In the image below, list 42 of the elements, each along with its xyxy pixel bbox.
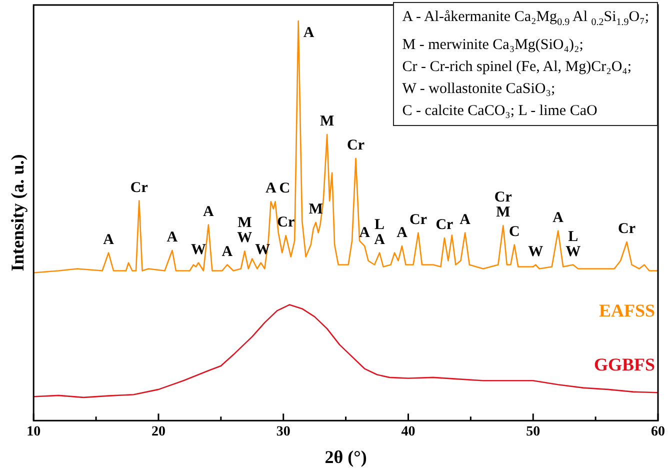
annotation: W - wollastonite CaSiO₃; bbox=[402, 80, 556, 99]
series-label: EAFSS bbox=[598, 300, 655, 321]
x-tick-label: 20 bbox=[151, 424, 166, 440]
annotation: Cr - Cr-rich spinel (Fe, Al, Mg)Cr₂O₄; bbox=[402, 58, 633, 77]
annotation: A bbox=[166, 229, 178, 246]
series-label: GGBFS bbox=[594, 354, 655, 375]
annotation: M bbox=[238, 215, 252, 232]
annotation: L bbox=[374, 216, 385, 233]
annotation: A bbox=[265, 180, 276, 197]
x-axis-title: 2θ (°) bbox=[324, 446, 367, 467]
annotation: A - Al-åkermanite Ca₂Mg$_{0.9}$ Al $_{0.2}$Si$_{1.9}$O₇; bbox=[402, 8, 649, 30]
annotation: A bbox=[396, 224, 408, 241]
annotation: Cr bbox=[618, 220, 636, 237]
annotation: L bbox=[568, 228, 578, 245]
annotation: W bbox=[566, 244, 581, 260]
x-tick-label: 40 bbox=[401, 424, 416, 440]
x-tick-label: 10 bbox=[26, 424, 41, 440]
annotation: A bbox=[222, 244, 233, 260]
annotation: A bbox=[460, 212, 471, 228]
x-tick-label: 30 bbox=[276, 424, 290, 440]
x-tick-label: 50 bbox=[526, 424, 540, 440]
y-axis-title: Intensity (a. u.) bbox=[7, 154, 28, 272]
annotation: C bbox=[279, 180, 290, 197]
annotation: Cr bbox=[130, 180, 148, 196]
annotation: C bbox=[508, 224, 520, 240]
annotation: Cr bbox=[347, 137, 365, 154]
annotation: A bbox=[203, 204, 214, 220]
annotation: C - calcite CaCO₃; L - lime CaO bbox=[402, 102, 598, 121]
annotation: M bbox=[320, 113, 334, 130]
annotation: Cr bbox=[494, 190, 512, 206]
annotation: Cr bbox=[277, 214, 295, 231]
x-tick-label: 60 bbox=[651, 424, 665, 440]
annotation: A bbox=[303, 24, 314, 41]
annotation: Cr bbox=[409, 212, 428, 228]
annotation: M - merwinite Ca₃Mg(SiO₄)₂; bbox=[402, 36, 584, 55]
annotation: W bbox=[237, 230, 252, 246]
annotation: A bbox=[374, 232, 386, 248]
annotation: M bbox=[496, 204, 510, 221]
annotation: A bbox=[552, 210, 564, 226]
annotation: Cr bbox=[436, 216, 454, 233]
annotation: A bbox=[103, 232, 114, 248]
annotation: W bbox=[528, 244, 544, 260]
